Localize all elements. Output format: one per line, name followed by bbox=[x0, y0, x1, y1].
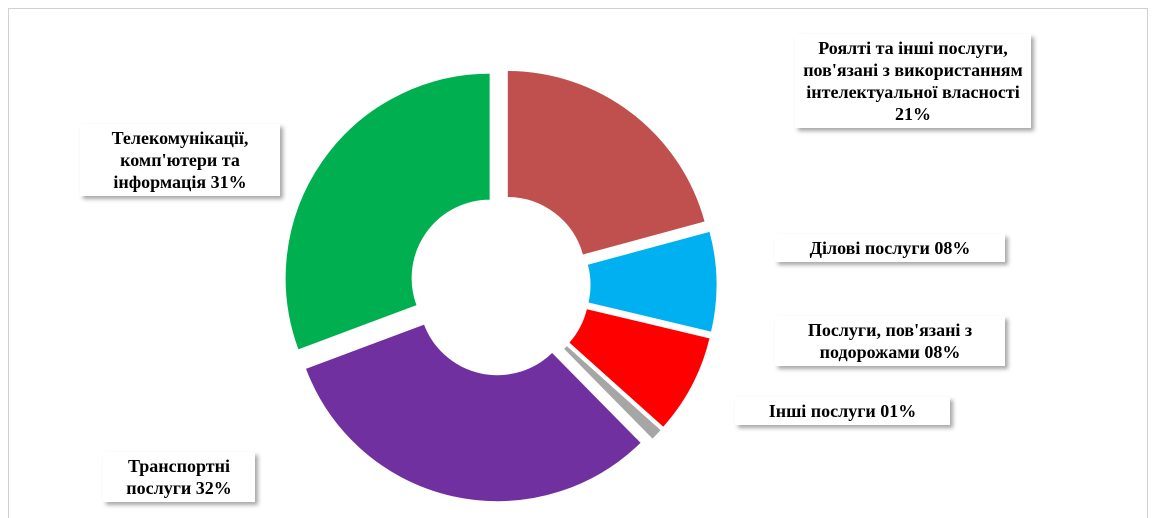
value-label: 08% bbox=[924, 342, 961, 362]
value-label: 08% bbox=[934, 238, 971, 258]
category-label: Ділові послуги bbox=[809, 238, 930, 258]
category-label: Роялті та інші послуги, пов'язані з вико… bbox=[803, 38, 1023, 102]
data-label: Інші послуги 01% bbox=[735, 397, 950, 425]
donut-slice bbox=[304, 323, 642, 503]
category-label: Транспортні послуги bbox=[126, 456, 231, 498]
donut-slice bbox=[506, 69, 706, 256]
category-label: Послуги, пов'язані з подорожами bbox=[807, 320, 973, 362]
value-label: 01% bbox=[880, 401, 917, 421]
donut-slice bbox=[568, 307, 711, 429]
chart-frame bbox=[8, 8, 1148, 518]
category-label: Телекомунікації, комп'ютери та інформаці… bbox=[111, 128, 249, 192]
data-label: Роялті та інші послуги, пов'язані з вико… bbox=[795, 34, 1031, 128]
value-label: 32% bbox=[195, 478, 232, 498]
category-label: Інші послуги bbox=[768, 401, 876, 421]
value-label: 21% bbox=[895, 104, 931, 124]
data-label: Ділові послуги 08% bbox=[775, 234, 1005, 262]
donut-slice bbox=[586, 230, 718, 333]
data-label: Послуги, пов'язані з подорожами 08% bbox=[775, 316, 1005, 366]
donut-slice bbox=[284, 72, 491, 351]
data-label: Транспортні послуги 32% bbox=[103, 452, 255, 502]
data-label: Телекомунікації, комп'ютери та інформаці… bbox=[80, 124, 280, 196]
value-label: 31% bbox=[210, 172, 247, 192]
donut-slice bbox=[562, 344, 663, 441]
